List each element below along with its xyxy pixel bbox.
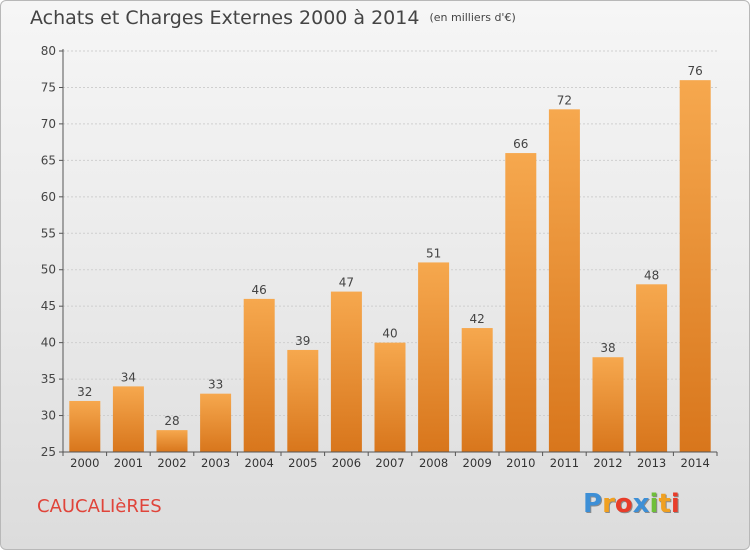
bar-value-label: 28 (164, 414, 179, 428)
y-tick-label: 30 (41, 409, 56, 423)
y-tick-label: 25 (41, 445, 56, 459)
chart-title-text: Achats et Charges Externes 2000 à 2014 (30, 7, 420, 29)
y-tick-label: 45 (41, 299, 56, 313)
proxiti-logo: Proxiti (583, 489, 680, 519)
bar-value-label: 46 (252, 283, 267, 297)
bar-2005 (287, 349, 319, 452)
bar-2000 (69, 400, 101, 452)
y-tick-label: 80 (41, 44, 56, 58)
bar-2011 (548, 109, 580, 452)
bar-2002 (156, 430, 188, 452)
bar-2014 (679, 80, 711, 452)
bar-value-label: 47 (339, 276, 354, 290)
bar-value-label: 51 (426, 246, 441, 260)
y-tick-label: 70 (41, 117, 56, 131)
bar-2003 (200, 393, 232, 452)
bar-2001 (112, 386, 144, 452)
logo-letter: t (658, 489, 671, 519)
bar-2009 (461, 328, 493, 452)
x-tick-label: 2007 (375, 456, 404, 470)
bar-value-label: 32 (77, 385, 92, 399)
bar-2006 (330, 291, 362, 452)
y-tick-label: 50 (41, 263, 56, 277)
y-tick-label: 75 (41, 80, 56, 94)
y-tick-label: 60 (41, 190, 56, 204)
bar-2012 (592, 357, 624, 452)
x-tick-label: 2010 (506, 456, 535, 470)
y-tick-label: 40 (41, 336, 56, 350)
x-tick-label: 2003 (201, 456, 230, 470)
bar-value-label: 42 (470, 312, 485, 326)
bar-value-label: 72 (557, 93, 572, 107)
x-tick-label: 2009 (463, 456, 492, 470)
y-tick-label: 65 (41, 153, 56, 167)
x-tick-label: 2006 (332, 456, 361, 470)
bar-value-label: 33 (208, 378, 223, 392)
x-tick-label: 2011 (550, 456, 579, 470)
x-tick-label: 2013 (637, 456, 666, 470)
bar-value-label: 39 (295, 334, 310, 348)
x-tick-label: 2008 (419, 456, 448, 470)
bar-2010 (505, 153, 537, 452)
bar-value-label: 76 (688, 64, 703, 78)
bar-value-label: 40 (382, 327, 397, 341)
x-tick-label: 2002 (157, 456, 186, 470)
bar-value-label: 34 (121, 370, 136, 384)
logo-letter: P (583, 489, 603, 519)
bar-2007 (374, 342, 406, 452)
x-tick-label: 2004 (245, 456, 274, 470)
x-tick-label: 2014 (681, 456, 710, 470)
x-tick-label: 2005 (288, 456, 317, 470)
logo-letter: i (670, 489, 680, 519)
logo-letter: x (632, 489, 650, 519)
bar-value-label: 66 (513, 137, 528, 151)
bar-value-label: 38 (600, 341, 615, 355)
x-tick-label: 2012 (593, 456, 622, 470)
chart-title: Achats et Charges Externes 2000 à 2014 (e… (30, 7, 516, 29)
bar-2008 (418, 262, 450, 452)
bar-2013 (636, 284, 668, 452)
commune-name: CAUCALIèRES (37, 496, 162, 517)
logo-letter: o (614, 489, 633, 519)
bar-value-label: 48 (644, 268, 659, 282)
y-tick-label: 35 (41, 372, 56, 386)
x-tick-label: 2000 (70, 456, 99, 470)
unit-note: (en milliers d'€) (429, 11, 516, 24)
logo-letter: r (602, 489, 615, 519)
logo-letter: i (649, 489, 659, 519)
bar-2004 (243, 298, 275, 452)
x-tick-label: 2001 (114, 456, 143, 470)
y-tick-label: 55 (41, 226, 56, 240)
